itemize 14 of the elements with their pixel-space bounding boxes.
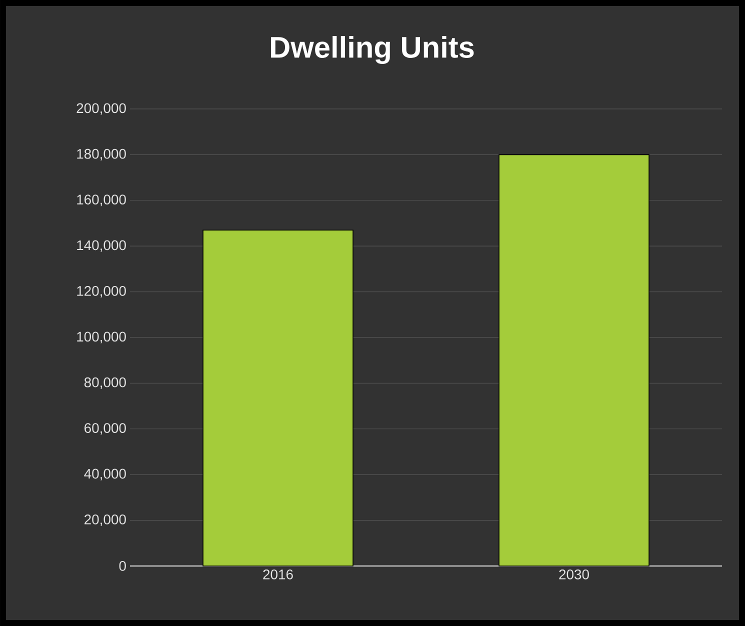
y-tick-label: 160,000 xyxy=(77,194,126,206)
y-tick-label: 120,000 xyxy=(77,286,126,298)
x-tick-label: 2030 xyxy=(559,569,589,580)
y-tick-label: 200,000 xyxy=(76,103,126,115)
y-tick-label: 40,000 xyxy=(84,468,126,480)
x-tick-label: 2016 xyxy=(263,569,293,580)
y-tick-label: 20,000 xyxy=(84,514,126,526)
chart-title: Dwelling Units xyxy=(271,36,474,64)
y-tick-label: 180,000 xyxy=(77,148,126,160)
y-tick-label: 0 xyxy=(119,561,126,571)
y-tick-label: 80,000 xyxy=(84,377,126,389)
y-tick-label: 60,000 xyxy=(84,423,126,435)
y-tick-label: 100,000 xyxy=(77,332,126,344)
y-tick-label: 140,000 xyxy=(77,240,126,252)
